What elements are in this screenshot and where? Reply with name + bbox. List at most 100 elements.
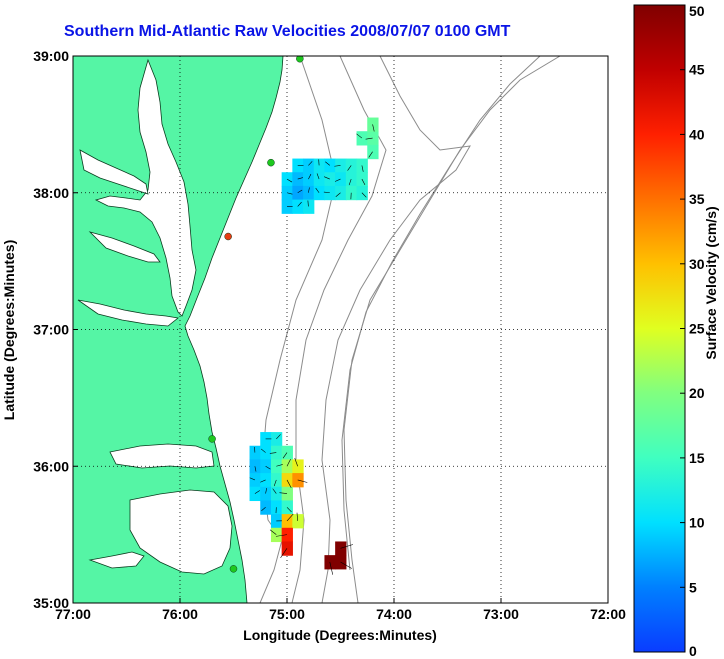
- james-river: [77, 299, 179, 327]
- velocity-arrow: [286, 192, 293, 195]
- y-tick-label: 39:00: [33, 48, 69, 64]
- velocity-arrow: [307, 200, 309, 207]
- velocity-arrow: [265, 465, 271, 470]
- station-marker: [296, 56, 304, 63]
- velocity-arrow: [315, 187, 320, 193]
- velocity-arrow: [260, 479, 266, 483]
- velocity-arrow: [275, 534, 288, 537]
- bathymetry-contours: [259, 56, 561, 603]
- velocity-arrow: [282, 452, 288, 459]
- velocity-arrow: [324, 176, 330, 180]
- station-marker: [208, 435, 216, 443]
- x-tick-label: 72:00: [590, 606, 626, 622]
- velocity-cell: [303, 199, 315, 214]
- colorbar-tick-label: 10: [689, 515, 705, 531]
- velocity-cell: [292, 185, 304, 201]
- velocity-arrow: [356, 133, 363, 139]
- velocity-cell: [292, 514, 304, 529]
- velocity-cell: [260, 486, 272, 502]
- y-tick-label: 35:00: [33, 595, 69, 611]
- colorbar-tick-label: 20: [689, 385, 705, 401]
- velocity-cell: [335, 172, 347, 187]
- potomac-river: [79, 149, 149, 195]
- x-axis-ticks: 77:00 76:00 75:00 74:00 73:00 72:00: [55, 598, 626, 622]
- velocity-cell: [270, 514, 283, 529]
- velocity-arrow: [297, 479, 308, 483]
- velocity-cell: [335, 158, 347, 173]
- velocity-arrow: [280, 548, 288, 559]
- velocity-arrow: [340, 544, 354, 549]
- velocity-arrow: [334, 165, 341, 167]
- velocity-cell: [281, 445, 293, 461]
- velocity-cell: [292, 459, 304, 474]
- velocity-arrow: [286, 513, 294, 522]
- velocity-arrow: [286, 178, 293, 183]
- velocity-cell: [281, 541, 293, 556]
- velocity-arrow: [308, 187, 310, 193]
- velocity-arrow: [334, 178, 341, 182]
- colorbar-tick-label: 40: [689, 126, 705, 142]
- velocity-arrow: [254, 466, 257, 472]
- velocity-cell: [292, 172, 304, 187]
- velocity-cell: [356, 131, 368, 146]
- velocity-cell: [345, 158, 358, 173]
- velocity-cell: [249, 473, 261, 488]
- pamlico-sound: [129, 489, 233, 575]
- velocity-cell: [270, 500, 283, 515]
- velocity-arrow: [361, 165, 364, 172]
- velocity-field: [249, 117, 379, 575]
- y-axis-ticks: 39:00 38:00 37:00 36:00 35:00: [33, 48, 78, 611]
- velocity-cell: [367, 144, 379, 160]
- colorbar-tick-label: 25: [689, 321, 705, 337]
- velocity-arrow: [269, 529, 277, 535]
- velocity-cell: [324, 158, 336, 173]
- colorbar-tick-label: 5: [689, 579, 697, 595]
- velocity-arrow: [372, 124, 375, 132]
- velocity-cell: [313, 185, 326, 201]
- velocity-arrow: [286, 507, 292, 513]
- velocity-arrow: [260, 448, 266, 453]
- velocity-arrow: [286, 459, 291, 467]
- colorbar-tick-label: 15: [689, 450, 705, 466]
- velocity-cell: [249, 445, 261, 461]
- velocity-arrow: [296, 512, 298, 521]
- x-axis-label: Longitude (Degrees:Minutes): [243, 627, 437, 643]
- velocity-arrow: [323, 191, 330, 194]
- velocity-arrow: [272, 488, 277, 494]
- velocity-cell: [303, 185, 315, 201]
- velocity-cell: [260, 445, 272, 461]
- y-tick-label: 38:00: [33, 185, 69, 201]
- velocity-arrow: [276, 434, 281, 440]
- velocity-cell: [324, 172, 336, 187]
- velocity-arrow: [308, 173, 312, 180]
- velocity-arrow: [273, 479, 277, 487]
- velocity-arrow: [335, 192, 341, 197]
- y-tick-label: 37:00: [33, 322, 69, 338]
- colorbar: [633, 4, 686, 653]
- velocity-cell: [335, 541, 347, 556]
- velocity-arrow: [297, 189, 303, 194]
- y-axis-label: Latitude (Degrees:Minutes): [1, 240, 17, 420]
- velocity-cell: [260, 432, 272, 447]
- velocity-cell: [367, 131, 379, 146]
- station-marker: [229, 565, 238, 573]
- velocity-arrow: [361, 192, 367, 198]
- velocity-arrow: [368, 151, 373, 158]
- velocity-cell: [303, 172, 315, 187]
- velocity-arrow: [329, 561, 334, 575]
- station-marker: [267, 158, 275, 167]
- page-title: Southern Mid-Atlantic Raw Velocities 200…: [64, 23, 511, 40]
- velocity-arrow: [297, 201, 302, 207]
- velocity-arrow: [316, 173, 320, 180]
- velocity-cell: [281, 199, 293, 214]
- velocity-arrow: [347, 165, 352, 171]
- colorbar-tick-label: 0: [689, 643, 697, 659]
- velocity-arrow: [361, 178, 366, 185]
- velocity-cell: [313, 158, 326, 173]
- y-tick-label: 36:00: [33, 458, 69, 474]
- velocity-cell: [345, 172, 358, 187]
- velocity-cell: [281, 514, 293, 529]
- velocity-cell: [260, 473, 272, 488]
- velocity-arrow: [261, 507, 266, 512]
